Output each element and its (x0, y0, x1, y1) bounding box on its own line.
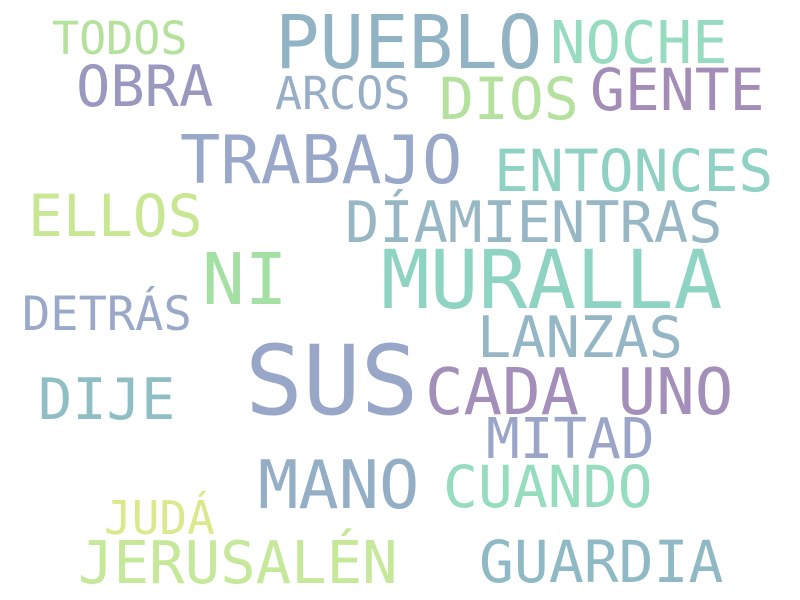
word-dios: DIOS (439, 65, 579, 133)
word-ni: NI (202, 238, 288, 321)
word-jerusalen: JERUSALÉN (78, 528, 398, 597)
word-noche: NOCHE (550, 8, 728, 77)
word-cada-uno: CADA UNO (425, 356, 734, 430)
word-juda: JUDÁ (104, 491, 215, 545)
word-muralla: MURALLA (381, 234, 723, 328)
word-todos: TODOS (52, 12, 188, 65)
word-dije: DIJE (38, 367, 176, 433)
word-mitad: MITAD (486, 407, 655, 472)
word-arcos: ARCOS (275, 67, 411, 120)
word-ellos: ELLOS (28, 182, 203, 250)
word-sus: SUS (245, 325, 419, 437)
word-trabajo: TRABAJO (180, 121, 463, 199)
word-gente: GENTE (590, 56, 765, 124)
word-obra: OBRA (76, 54, 214, 120)
word-mano: MANO (258, 446, 420, 524)
word-cuando: CUANDO (443, 453, 653, 521)
word-pueblo: PUEBLO (275, 0, 543, 86)
word-diamientras: DÍAMIENTRAS (345, 190, 723, 256)
word-lanzas: LANZAS (477, 305, 683, 371)
word-guardia: GUARDIA (479, 528, 724, 596)
word-detras: DETRÁS (22, 287, 192, 342)
word-entonces: ENTONCES (494, 137, 774, 205)
